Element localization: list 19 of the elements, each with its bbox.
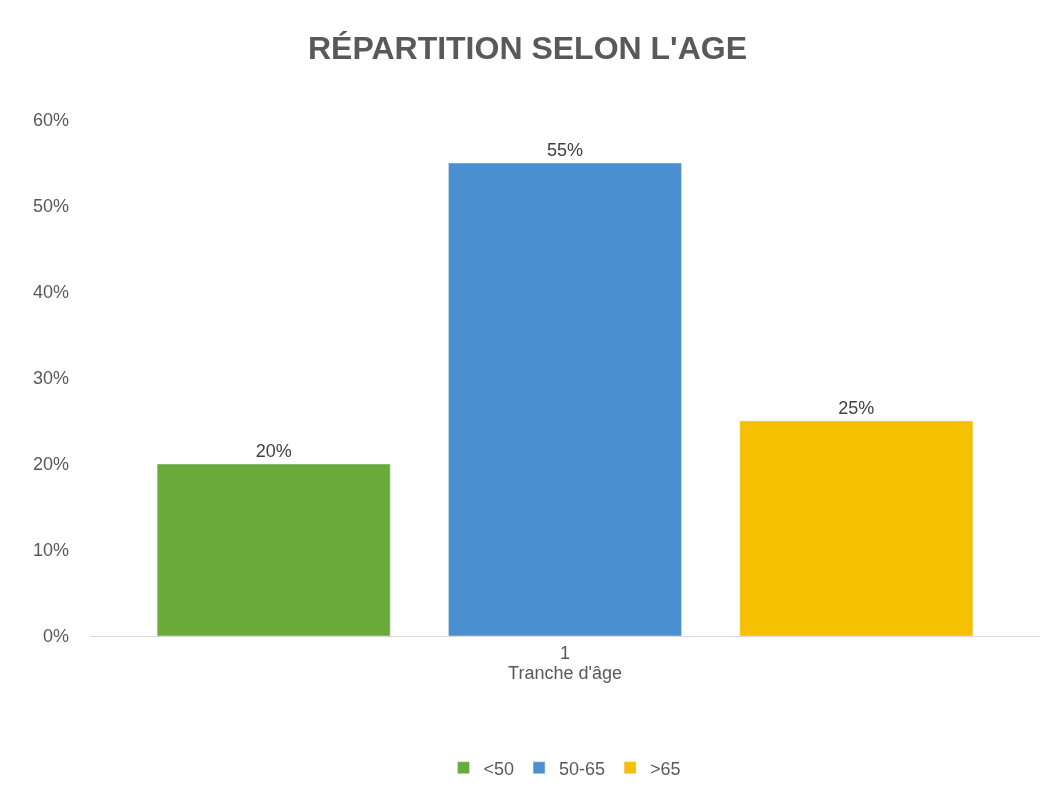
y-tick-label: 0% bbox=[42, 626, 69, 647]
y-tick-label: 60% bbox=[32, 110, 69, 131]
legend-label: 50-65 bbox=[559, 758, 606, 779]
y-tick-label: 30% bbox=[32, 368, 69, 389]
bar bbox=[448, 162, 682, 636]
data-label: 25% bbox=[838, 398, 875, 418]
legend-label: >65 bbox=[650, 758, 681, 779]
data-label: 20% bbox=[255, 441, 292, 461]
y-tick-label: 10% bbox=[32, 540, 69, 561]
data-label: 55% bbox=[546, 140, 584, 160]
bar bbox=[156, 463, 391, 636]
y-tick-label: 20% bbox=[32, 454, 69, 475]
x-tick-label: 1 bbox=[559, 642, 571, 663]
y-tick-label: 50% bbox=[32, 196, 69, 217]
bar bbox=[739, 420, 974, 636]
y-tick-label: 40% bbox=[32, 282, 69, 303]
x-axis-title: Tranche d'âge bbox=[508, 662, 622, 683]
legend-label: <50 bbox=[483, 758, 515, 779]
chart-title: RÉPARTITION SELON L'AGE bbox=[307, 30, 748, 67]
